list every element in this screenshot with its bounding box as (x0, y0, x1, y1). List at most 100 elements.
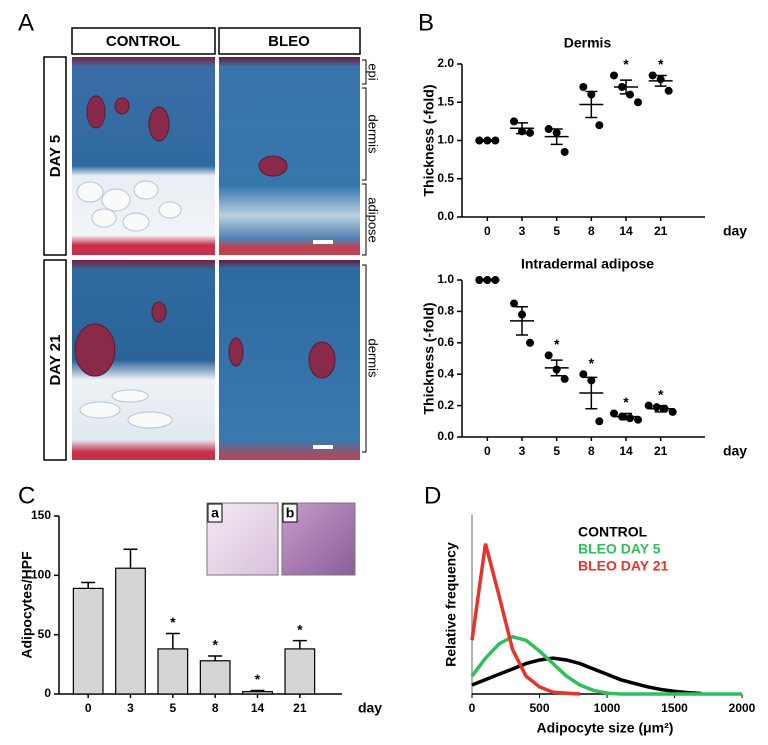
x-tick-label: 0 (484, 444, 491, 458)
data-point (579, 370, 588, 379)
series-line (471, 656, 702, 696)
significance-mark: * (255, 671, 261, 687)
annotation: adipose (366, 197, 381, 243)
data-point (544, 125, 553, 134)
error-bar (516, 122, 528, 135)
data-point (595, 121, 604, 130)
error-bar (585, 90, 598, 119)
significance-mark: * (554, 336, 560, 352)
x-tick-label: 8 (212, 701, 219, 715)
bar (115, 567, 146, 695)
error-bar (516, 305, 528, 336)
error-bar (550, 128, 563, 146)
x-tick-label: 1000 (594, 701, 621, 715)
annotation: epi (366, 63, 381, 80)
error-bar (250, 689, 265, 692)
error-bar (585, 376, 598, 410)
data-point (560, 374, 569, 383)
y-tick-label: 0.8 (437, 304, 454, 318)
significance-mark: * (212, 637, 218, 653)
y-tick-label: 2.0 (437, 56, 454, 70)
series-line (470, 543, 581, 696)
significance-mark: * (623, 56, 629, 72)
x-tick-label: 8 (588, 444, 595, 458)
adipocytes (76, 180, 182, 429)
x-tick-label: 3 (519, 444, 526, 458)
histology-image (219, 260, 360, 460)
bar (284, 648, 316, 695)
x-tick-label: 14 (251, 701, 265, 715)
legend-entry: BLEO DAY 5 (578, 541, 661, 557)
bar (157, 648, 189, 695)
error-bar (208, 655, 223, 661)
inset-label-box (282, 503, 298, 523)
panel-a: CONTROL BLEO DAY 5 DAY 21 epi dermis adi… (43, 27, 381, 461)
x-tick-label: 21 (654, 224, 668, 238)
significance-mark: * (658, 56, 664, 72)
chart-title: Intradermal adipose (521, 256, 654, 272)
x-axis-unit: day (723, 223, 747, 239)
legend-entry: BLEO DAY 21 (578, 558, 668, 574)
y-axis-label: Thickness (-fold) (421, 302, 437, 414)
bracket (362, 59, 367, 453)
bar (72, 587, 104, 695)
x-tick-label: 14 (619, 224, 633, 238)
significance-mark: * (170, 614, 176, 630)
row-header: DAY 5 (47, 135, 64, 178)
bar (199, 660, 231, 695)
error-bar (654, 74, 667, 87)
data-point (652, 403, 661, 412)
x-tick-label: 5 (553, 224, 560, 238)
y-tick-label: 100 (31, 568, 51, 582)
row-header-box (43, 259, 67, 461)
column-header: CONTROL (106, 33, 180, 50)
histology-image (219, 57, 360, 255)
error-bar (481, 278, 494, 282)
y-tick-label: 0.4 (437, 366, 454, 380)
panel-label: B (418, 9, 434, 36)
x-tick-label: 3 (519, 224, 526, 238)
x-tick-label: 500 (529, 701, 549, 715)
data-point (510, 117, 518, 126)
panel-label: A (18, 9, 34, 36)
chart-title: Dermis (564, 35, 612, 51)
bar (242, 691, 273, 695)
data-point (610, 409, 618, 418)
significance-mark: * (623, 394, 629, 410)
data-point (648, 71, 657, 80)
y-tick-label: 0.5 (437, 171, 454, 185)
error-bar (550, 359, 563, 377)
scale-bar (313, 445, 333, 449)
data-point (626, 90, 634, 99)
inset-label-box (207, 503, 223, 523)
data-point (610, 71, 618, 80)
column-header-box (218, 27, 361, 55)
y-axis-label: Adipocytes/HPF (19, 551, 35, 659)
x-axis-label: Adipocyte size (μm²) (537, 720, 674, 736)
data-point (634, 415, 642, 424)
x-tick-label: 0 (484, 224, 491, 238)
data-point (644, 401, 653, 410)
x-tick-label: 8 (588, 224, 595, 238)
series-line (470, 634, 742, 696)
panel-label: D (424, 482, 441, 509)
x-axis-unit: day (358, 700, 382, 716)
y-axis-label: Thickness (-fold) (421, 84, 437, 196)
data-point (664, 86, 673, 95)
error-bar (620, 412, 632, 421)
y-tick-label: 50 (38, 627, 52, 641)
row-header-box (43, 56, 67, 256)
data-point (526, 338, 534, 347)
y-tick-label: 1.0 (437, 272, 454, 286)
inset-label: b (286, 505, 295, 521)
y-tick-label: 0.2 (437, 398, 454, 412)
error-bar (81, 581, 96, 589)
x-tick-label: 5 (553, 444, 560, 458)
y-tick-label: 0.0 (437, 429, 454, 443)
error-bar (620, 79, 632, 95)
scale-bar (313, 240, 333, 244)
y-tick-label: 1.5 (437, 94, 454, 108)
x-tick-label: 21 (654, 444, 668, 458)
x-tick-label: 2000 (729, 701, 756, 715)
